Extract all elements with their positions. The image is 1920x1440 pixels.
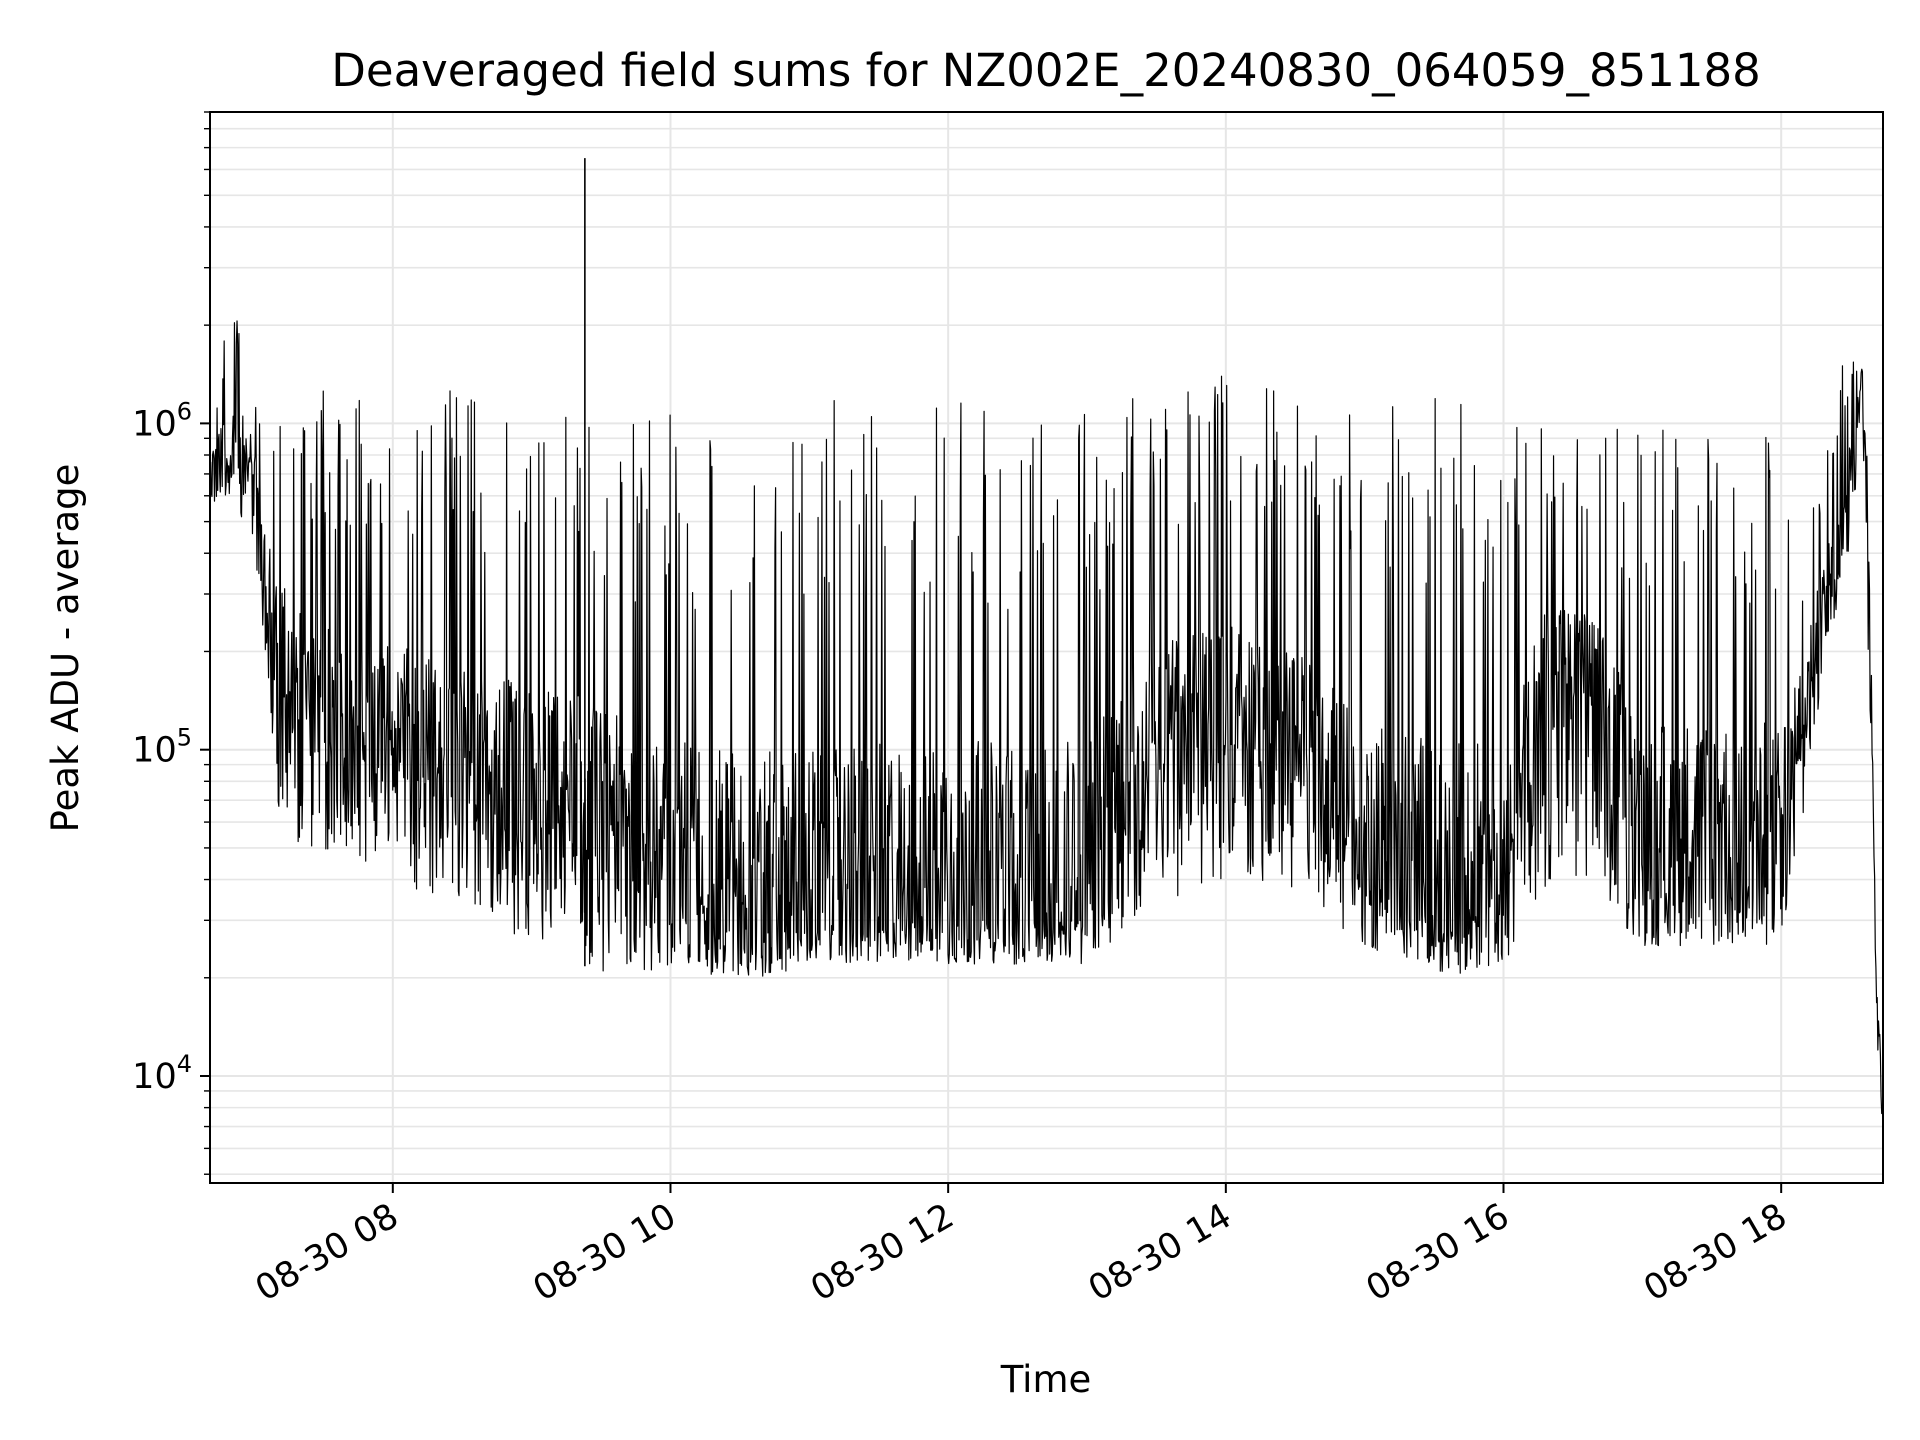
plot-frame [209, 111, 1884, 1184]
series-trace [210, 320, 1883, 1122]
y-tick-label: 105 [132, 724, 192, 771]
y-tick-label: 106 [132, 397, 192, 444]
x-axis-label: Time [1000, 1358, 1092, 1401]
y-tick-label: 104 [132, 1050, 192, 1097]
series-line [210, 158, 1883, 1122]
y-axis-label: Peak ADU - average [44, 464, 87, 833]
chart-title: Deaveraged field sums for NZ002E_2024083… [331, 44, 1760, 97]
